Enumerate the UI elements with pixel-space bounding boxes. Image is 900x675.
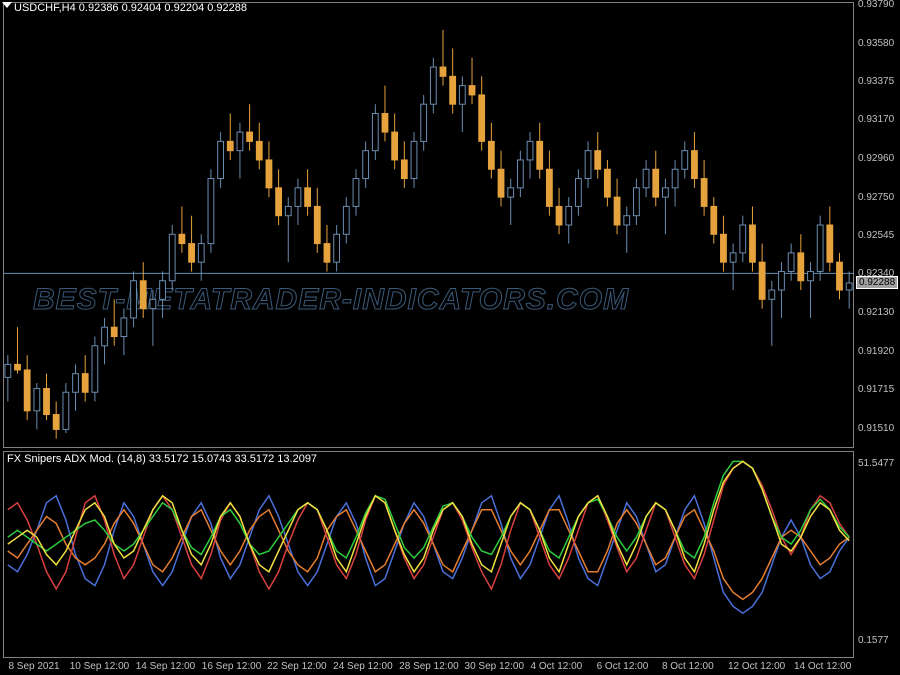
time-tick: 22 Sep 12:00	[267, 661, 327, 672]
price-tick: 0.92545	[858, 230, 894, 241]
price-tick: 0.92750	[858, 192, 894, 203]
time-tick: 30 Sep 12:00	[465, 661, 525, 672]
indicator-tick: 51.5477	[858, 458, 894, 469]
price-tick: 0.93170	[858, 114, 894, 125]
price-tick: 0.92130	[858, 307, 894, 318]
price-tick: 0.91510	[858, 423, 894, 434]
adx-indicator-chart	[3, 451, 854, 658]
price-tick: 0.93790	[858, 0, 894, 10]
time-tick: 24 Sep 12:00	[333, 661, 393, 672]
price-tick: 0.93580	[858, 38, 894, 49]
time-tick: 10 Sep 12:00	[70, 661, 130, 672]
time-tick: 4 Oct 12:00	[531, 661, 583, 672]
price-tick: 0.92960	[858, 153, 894, 164]
price-tick: 0.93375	[858, 76, 894, 87]
time-tick: 12 Oct 12:00	[728, 661, 785, 672]
time-tick: 8 Oct 12:00	[662, 661, 714, 672]
time-tick: 6 Oct 12:00	[597, 661, 649, 672]
current-price-box: 0.92288	[856, 276, 898, 289]
time-tick: 16 Sep 12:00	[202, 661, 262, 672]
time-tick: 14 Oct 12:00	[794, 661, 851, 672]
time-tick: 28 Sep 12:00	[399, 661, 459, 672]
time-tick: 14 Sep 12:00	[136, 661, 196, 672]
indicator-tick: 0.1577	[858, 635, 889, 646]
time-tick: 8 Sep 2021	[8, 661, 59, 672]
candlestick-chart	[3, 2, 854, 448]
price-tick: 0.91920	[858, 346, 894, 357]
price-tick: 0.91715	[858, 384, 894, 395]
